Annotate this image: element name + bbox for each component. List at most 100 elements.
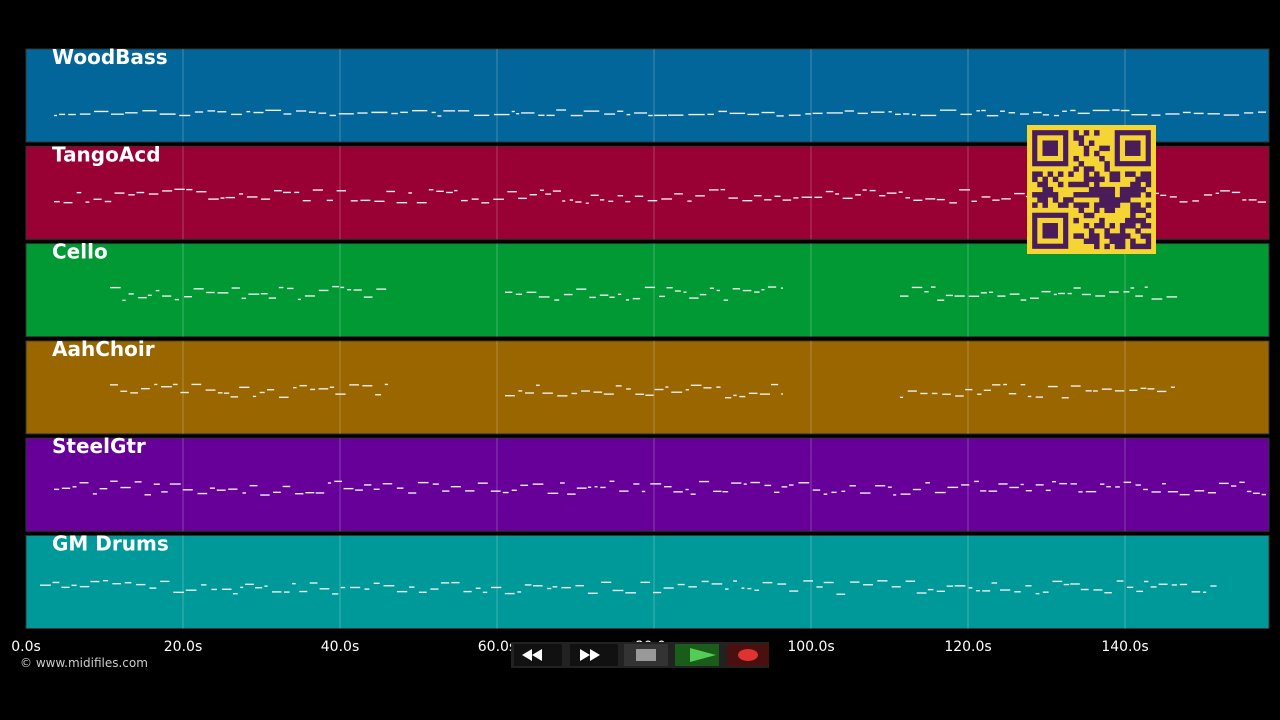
qr-module (1088, 176, 1095, 183)
qr-module (1114, 233, 1121, 239)
qr-module (1109, 233, 1116, 239)
play-button[interactable] (675, 644, 719, 666)
qr-module (1073, 192, 1079, 198)
qr-module (1119, 186, 1126, 193)
qr-module (1032, 202, 1038, 208)
qr-module (1083, 171, 1090, 177)
qr-module (1130, 212, 1136, 219)
qr-module (1125, 223, 1131, 229)
qr-module (1114, 176, 1121, 183)
qr-finder (1042, 223, 1058, 239)
qr-module (1104, 202, 1110, 208)
time-label: 140.0s (1101, 639, 1148, 655)
qr-module (1104, 161, 1110, 167)
qr-module (1042, 186, 1048, 193)
qr-module (1078, 202, 1085, 208)
qr-module (1130, 217, 1136, 224)
qr-module (1125, 197, 1131, 203)
qr-module (1119, 197, 1126, 203)
track-background (25, 437, 1270, 532)
qr-module (1140, 207, 1146, 214)
qr-module (1083, 181, 1090, 188)
qr-module (1145, 181, 1152, 188)
qr-module (1130, 202, 1136, 208)
qr-module (1047, 186, 1054, 193)
qr-module (1135, 207, 1141, 214)
qr-module (1094, 202, 1100, 208)
qr-module (1052, 192, 1059, 198)
qr-module (1125, 233, 1131, 239)
qr-module (1099, 155, 1105, 162)
qr-module (1104, 228, 1110, 234)
qr-finder (1042, 140, 1058, 156)
qr-module (1047, 192, 1054, 198)
record-button[interactable] (727, 644, 769, 666)
qr-module (1042, 202, 1048, 208)
track-background (25, 243, 1270, 338)
time-label: 100.0s (787, 639, 834, 655)
qr-module (1114, 202, 1121, 208)
qr-module (1119, 238, 1126, 244)
qr-module (1135, 181, 1141, 188)
qr-module (1042, 181, 1048, 188)
forward-button[interactable] (570, 644, 618, 666)
qr-module (1094, 233, 1100, 239)
qr-module (1109, 207, 1116, 214)
qr-module (1130, 186, 1136, 193)
track-name: Cello (52, 240, 108, 264)
qr-module (1078, 140, 1085, 146)
qr-module (1145, 238, 1152, 244)
qr-module (1088, 228, 1095, 234)
qr-module (1114, 171, 1121, 177)
qr-module (1130, 192, 1136, 198)
qr-module (1094, 176, 1100, 183)
qr-module (1104, 192, 1110, 198)
qr-module (1037, 171, 1043, 177)
track-name: GM Drums (52, 532, 169, 556)
qr-module (1094, 181, 1100, 188)
qr-module (1135, 243, 1141, 250)
qr-module (1140, 243, 1146, 250)
qr-module (1037, 192, 1043, 198)
qr-module (1037, 181, 1043, 188)
qr-module (1042, 176, 1048, 183)
qr-module (1145, 202, 1152, 208)
stop-button[interactable] (624, 644, 668, 666)
track-lane: Cello (25, 240, 1270, 338)
qr-module (1130, 243, 1136, 250)
qr-module (1083, 192, 1090, 198)
qr-module (1078, 207, 1085, 214)
qr-code (1027, 125, 1156, 254)
qr-module (1047, 171, 1054, 177)
qr-module (1068, 181, 1074, 188)
qr-module (1145, 212, 1152, 219)
qr-module (1140, 223, 1146, 229)
qr-module (1109, 171, 1116, 177)
rewind-button[interactable] (514, 644, 562, 666)
qr-module (1094, 243, 1100, 250)
qr-module (1119, 233, 1126, 239)
qr-module (1094, 223, 1100, 229)
qr-module (1145, 171, 1152, 177)
track-name: TangoAcd (52, 142, 161, 166)
qr-module (1140, 233, 1146, 239)
qr-module (1042, 197, 1048, 203)
qr-module (1083, 145, 1090, 152)
note-pattern (40, 579, 1217, 595)
track-name: AahChoir (52, 337, 155, 361)
qr-module (1125, 192, 1131, 198)
qr-module (1130, 223, 1136, 229)
qr-module (1109, 223, 1116, 229)
copyright: © www.midifiles.com (20, 656, 148, 670)
qr-module (1052, 197, 1059, 203)
qr-module (1078, 161, 1085, 167)
qr-module (1083, 130, 1090, 136)
qr-module (1099, 217, 1105, 224)
qr-module (1094, 130, 1100, 136)
qr-module (1073, 166, 1079, 172)
qr-module (1073, 202, 1079, 208)
track-lane: AahChoir (25, 337, 1270, 435)
qr-module (1094, 186, 1100, 193)
qr-module (1135, 192, 1141, 198)
qr-module (1073, 181, 1079, 188)
